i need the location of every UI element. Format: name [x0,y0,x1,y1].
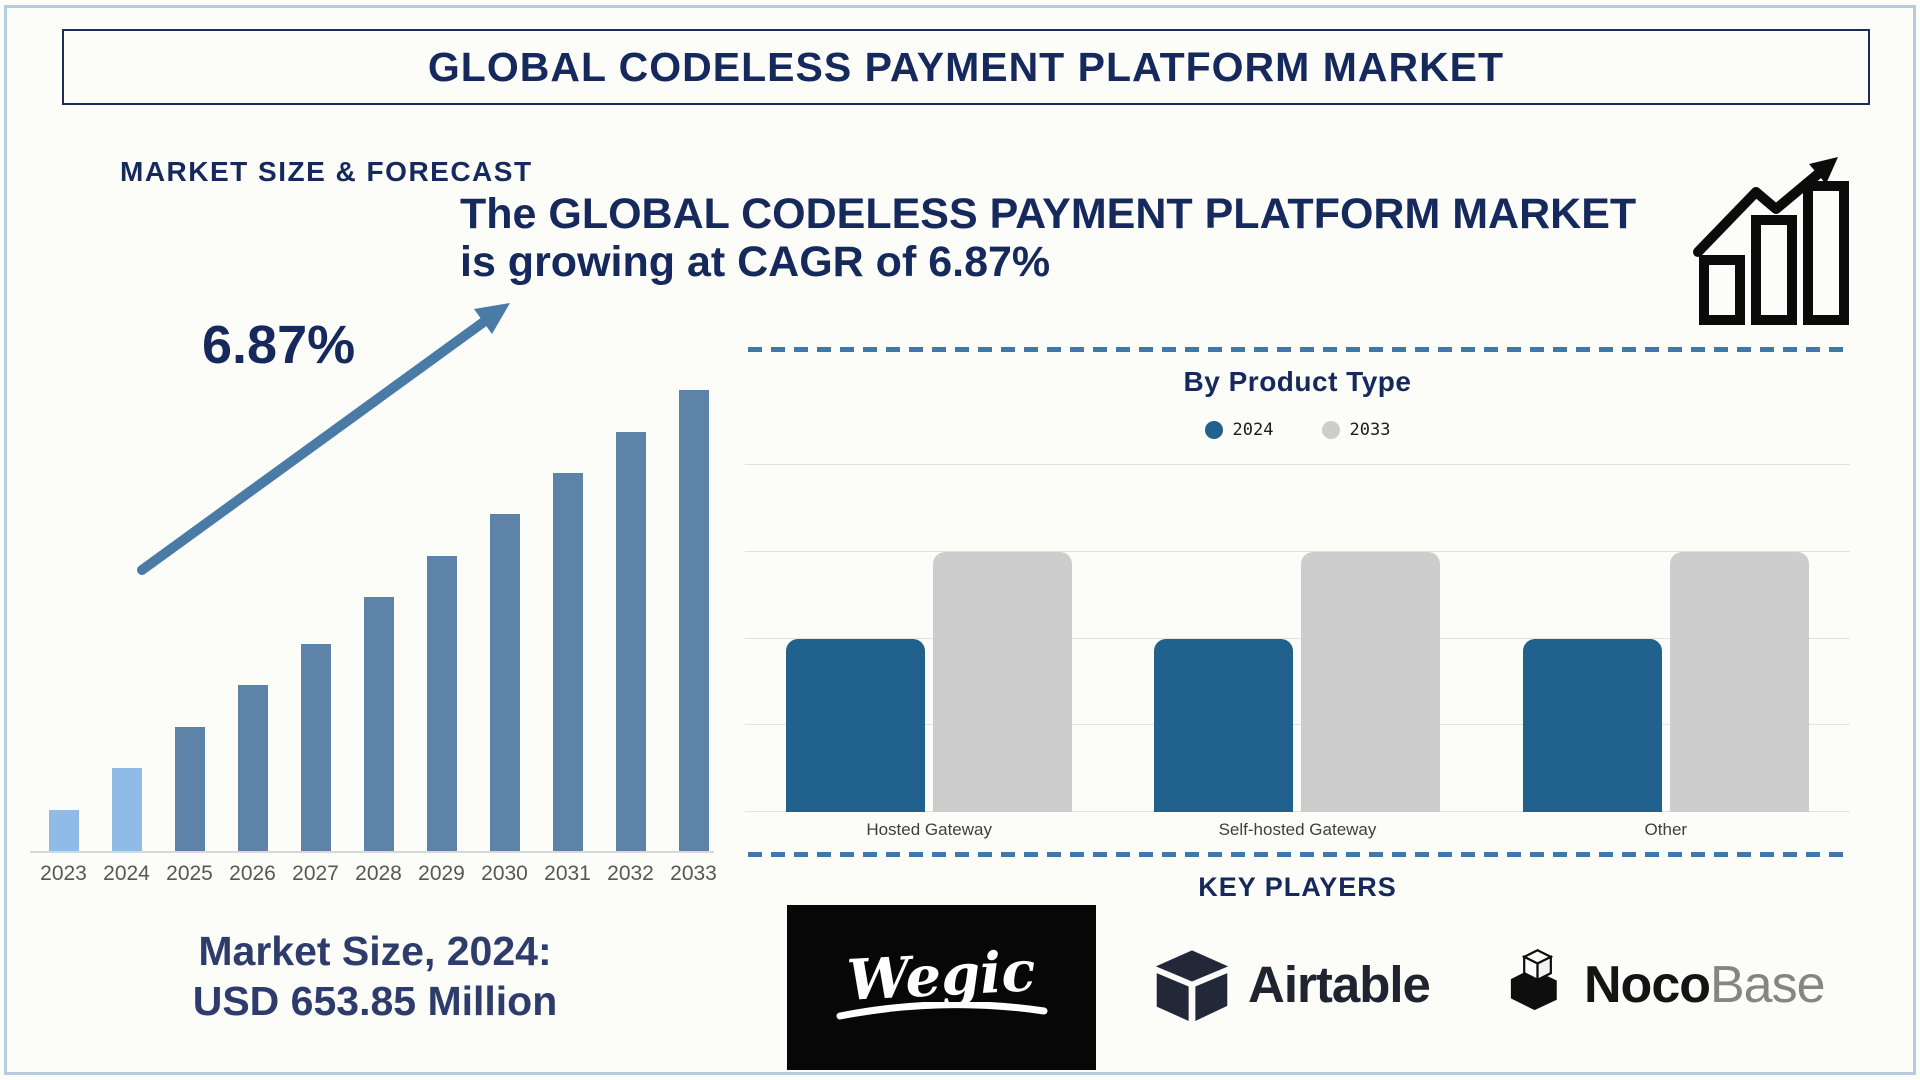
forecast-bar-2033 [678,390,709,851]
forecast-bar-column [473,390,536,851]
forecast-bar-column [284,390,347,851]
airtable-icon [1155,950,1229,1021]
gridline [745,550,1850,552]
wegic-underline-swoosh [836,1001,1047,1020]
forecast-bar-column [599,390,662,851]
product-category-label: Hosted Gateway [866,820,992,839]
forecast-bar-2026 [237,685,268,851]
growth-chart-icon [1693,157,1849,325]
forecast-bar-column [221,390,284,851]
dashed-divider-top [748,347,1850,352]
product-category-label: Self-hosted Gateway [1218,820,1377,839]
nocobase-text-light: Base [1710,956,1826,1014]
airtable-logo: Airtable [1150,930,1431,1038]
headline-line1: The GLOBAL CODELESS PAYMENT PLATFORM MAR… [460,190,1637,238]
forecast-bar-column [32,390,95,851]
forecast-year-label: 2029 [418,862,465,885]
forecast-bar-column [410,390,473,851]
forecast-year-label: 2025 [166,862,213,885]
nocobase-text-bold: Noco [1584,956,1711,1014]
product-bar-group [745,551,1113,812]
forecast-year-label: 2028 [355,862,402,885]
forecast-bar-2032 [615,431,646,851]
forecast-bar-2031 [552,472,583,851]
product-chart-legend: 2024 2033 [745,420,1850,440]
bar-2024-other [1522,638,1662,812]
key-players-heading: KEY PLAYERS [1198,872,1397,902]
title-banner: GLOBAL CODELESS PAYMENT PLATFORM MARKET [62,29,1870,105]
forecast-chart-baseline [30,851,714,853]
legend-dot [1321,421,1340,439]
nocobase-logo: NocoBase [1502,935,1826,1035]
forecast-bar-column [662,390,725,851]
forecast-year-label: 2024 [103,862,150,885]
gridline [745,637,1850,639]
gridline [745,811,1850,812]
wegic-logo: Wegic [787,905,1096,1070]
market-size-line1: Market Size, 2024: [198,928,552,974]
forecast-bar-2025 [174,726,205,851]
nocobase-logo-text: NocoBase [1584,955,1826,1015]
forecast-bar-column [95,390,158,851]
forecast-bar-2023 [48,809,79,851]
market-size-line2: USD 653.85 Million [192,978,558,1025]
product-type-chart-title: By Product Type [1183,366,1412,397]
bar-2033-other [1669,551,1809,812]
gridline [745,464,1850,465]
forecast-year-label: 2026 [229,862,276,885]
product-bar-group [1113,551,1481,812]
forecast-bar-2027 [300,643,331,851]
forecast-bar-column [158,390,221,851]
nocobase-icon [1510,948,1557,1011]
product-category-axis: Hosted Gateway Self-hosted Gateway Other [745,820,1850,840]
forecast-bar-column [536,390,599,851]
forecast-bar-2030 [489,514,520,851]
dashed-divider-bottom [748,852,1850,857]
product-type-chart [745,464,1850,812]
product-category-label: Other [1644,820,1688,839]
forecast-bar-2028 [363,597,394,851]
forecast-bar-chart [32,390,725,851]
forecast-year-label: 2033 [670,862,717,885]
market-size-callout: Market Size, 2024: USD 653.85 Million [75,926,675,1026]
forecast-year-label: 2032 [607,862,654,885]
legend-label: 2033 [1349,420,1391,440]
page-title: GLOBAL CODELESS PAYMENT PLATFORM MARKET [427,43,1505,90]
forecast-year-label: 2031 [544,862,591,885]
gridline [745,724,1850,726]
forecast-bar-2024 [111,768,142,851]
legend-item-2024: 2024 [1204,420,1274,440]
cagr-value-label: 6.87% [202,315,356,375]
bar-2033-hosted-gateway [933,551,1073,812]
forecast-bar-column [347,390,410,851]
legend-dot [1204,421,1223,439]
bar-2033-self-hosted-gateway [1301,551,1441,812]
airtable-logo-text: Airtable [1248,955,1431,1013]
product-bar-groups [745,465,1850,812]
bar-2024-self-hosted-gateway [1154,638,1294,812]
forecast-year-axis: 2023 2024 2025 2026 2027 2028 2029 2030 2031 2032… [32,862,725,886]
forecast-year-label: 2027 [292,862,339,885]
wegic-logo-text: Wegic [845,938,1038,1015]
legend-label: 2024 [1232,420,1274,440]
growth-arrow [137,303,510,575]
product-bar-group [1482,551,1850,812]
bar-2024-hosted-gateway [786,638,926,812]
headline-line2: is growing at CAGR of 6.87% [460,238,1051,287]
legend-item-2033: 2033 [1321,420,1391,440]
forecast-bar-2029 [426,555,457,851]
forecast-year-label: 2030 [481,862,528,885]
market-size-forecast-heading: MARKET SIZE & FORECAST [120,156,533,187]
headline: The GLOBAL CODELESS PAYMENT PLATFORM MAR… [460,190,1720,286]
forecast-year-label: 2023 [40,862,87,885]
gridlines [745,464,1850,812]
